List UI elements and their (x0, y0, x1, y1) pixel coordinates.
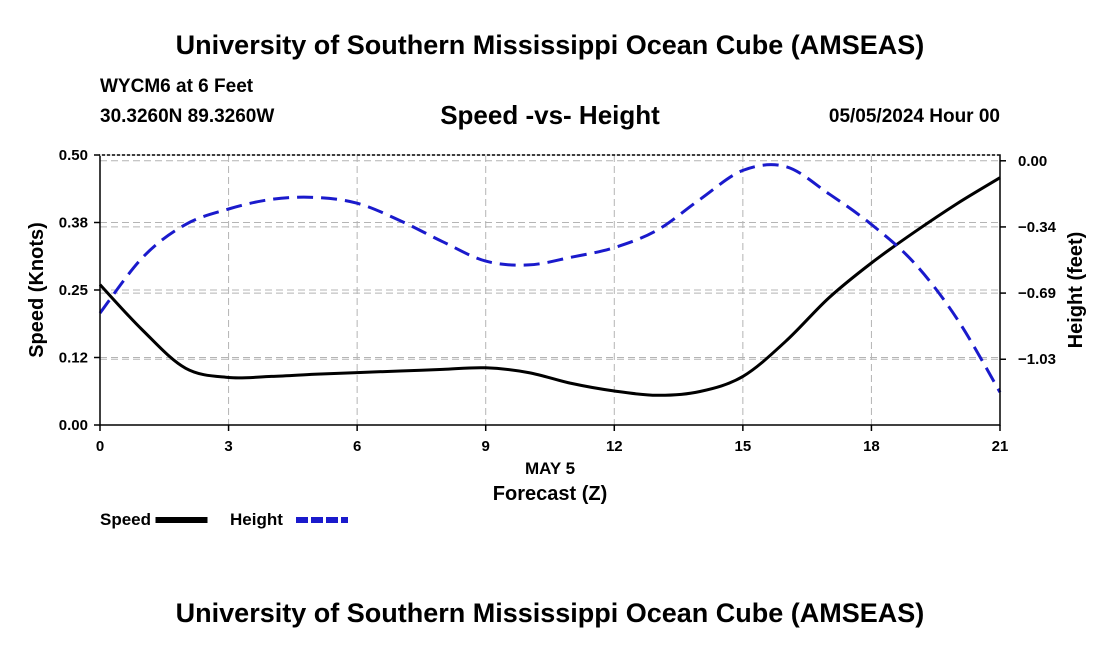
y-axis-title: Speed (Knots) (26, 222, 48, 358)
legend: Speed Height (100, 510, 348, 529)
x-axis-title: Forecast (Z) (493, 483, 607, 505)
station-label: WYCM6 at 6 Feet (100, 76, 254, 97)
chart-subtitle: Speed -vs- Height (440, 100, 660, 130)
y-tick-label: 0.12 (59, 350, 88, 367)
y-tick-label: 0.38 (59, 215, 88, 232)
series-line-speed (98, 176, 1001, 397)
x-tick-label: 21 (992, 438, 1009, 455)
coordinates-label: 30.3260N 89.3260W (100, 106, 275, 127)
x-tick-label: 12 (606, 438, 623, 455)
x-tick-label: 18 (863, 438, 880, 455)
chart-title: University of Southern Mississippi Ocean… (175, 30, 925, 60)
y2-axis-title: Height (feet) (1065, 232, 1087, 349)
forecast-date: 05/05/2024 Hour 00 (828, 106, 1000, 127)
y2-tick-label: −0.34 (1018, 219, 1057, 236)
y-tick-label: 0.50 (59, 147, 88, 164)
y2-tick-label: 0.00 (1018, 153, 1047, 170)
x-tick-label: 15 (735, 438, 752, 455)
y-tick-label: 0.00 (59, 417, 88, 434)
legend-label-speed: Speed (100, 510, 151, 529)
x-tick-label: 0 (96, 438, 104, 455)
y-tick-label: 0.25 (59, 282, 88, 299)
series-line-height (98, 163, 1002, 393)
x-tick-label: 9 (482, 438, 490, 455)
x-tick-label: 3 (224, 438, 232, 455)
y2-tick-label: −1.03 (1018, 351, 1056, 368)
footer-title: University of Southern Mississippi Ocean… (175, 598, 925, 628)
x-tick-label: 6 (353, 438, 361, 455)
y2-tick-label: −0.69 (1018, 285, 1056, 302)
legend-label-height: Height (230, 510, 283, 529)
x-axis-date-label: MAY 5 (525, 459, 575, 478)
